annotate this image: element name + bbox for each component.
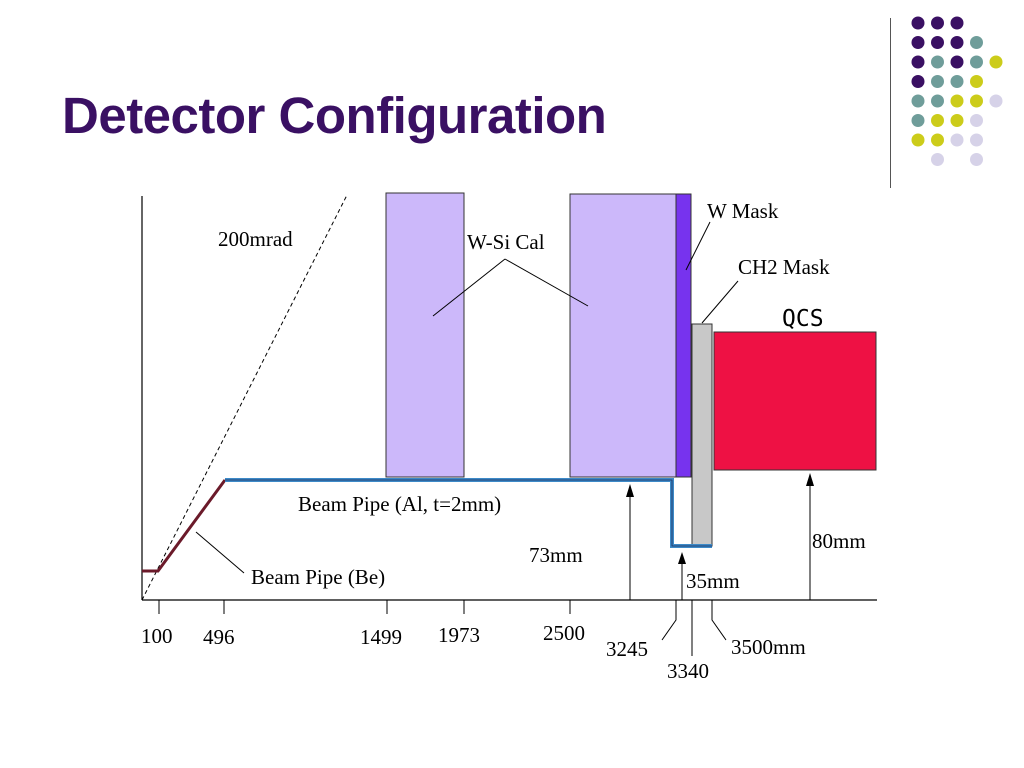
wsi-leader-right xyxy=(504,258,589,307)
angle-label: 200mrad xyxy=(218,227,293,251)
tick-label-1973: 1973 xyxy=(438,623,480,647)
qcs-label: QCS xyxy=(782,306,824,332)
tick-label-3340: 3340 xyxy=(667,659,709,683)
wsi-cal-rear-block xyxy=(569,193,677,478)
w-mask-leader xyxy=(685,221,711,271)
beam-pipe-be-label: Beam Pipe (Be) xyxy=(251,565,385,589)
ch2-mask-leader xyxy=(701,280,739,324)
tick-label-496: 496 xyxy=(203,625,235,649)
beam-pipe-be xyxy=(142,479,227,573)
beam-pipe-al-outline xyxy=(225,479,712,547)
tick-3245 xyxy=(661,600,677,641)
page-title: Detector Configuration xyxy=(62,87,607,144)
ch2-mask-label: CH2 Mask xyxy=(738,255,830,279)
wsi-leader-left xyxy=(432,258,506,317)
tick-label-100: 100 xyxy=(141,624,173,648)
qcs-radius-label: 80mm xyxy=(812,529,866,553)
gap-label: 35mm xyxy=(686,569,740,593)
w-mask-label: W Mask xyxy=(707,199,779,223)
qcs-radius-arrow xyxy=(806,473,814,600)
tick-label-1499: 1499 xyxy=(360,625,402,649)
w-mask-block xyxy=(675,193,692,478)
ch2-mask-block xyxy=(691,323,713,547)
pipe-radius-arrow xyxy=(626,484,634,600)
tick-label-3500: 3500mm xyxy=(731,635,806,659)
wsi-cal-label: W-Si Cal xyxy=(467,230,545,254)
tick-label-3245: 3245 xyxy=(606,637,648,661)
beam-pipe-be-leader xyxy=(195,531,245,574)
tick-3500 xyxy=(711,600,727,641)
gap-arrow xyxy=(678,552,686,600)
beam-pipe-al-label: Beam Pipe (Al, t=2mm) xyxy=(298,492,501,516)
qcs-block xyxy=(713,331,877,471)
title-divider xyxy=(890,18,891,188)
pipe-radius-label: 73mm xyxy=(529,543,583,567)
tick-label-2500: 2500 xyxy=(543,621,585,645)
wsi-cal-front-block xyxy=(385,192,465,478)
acceptance-cone-line xyxy=(141,194,348,601)
